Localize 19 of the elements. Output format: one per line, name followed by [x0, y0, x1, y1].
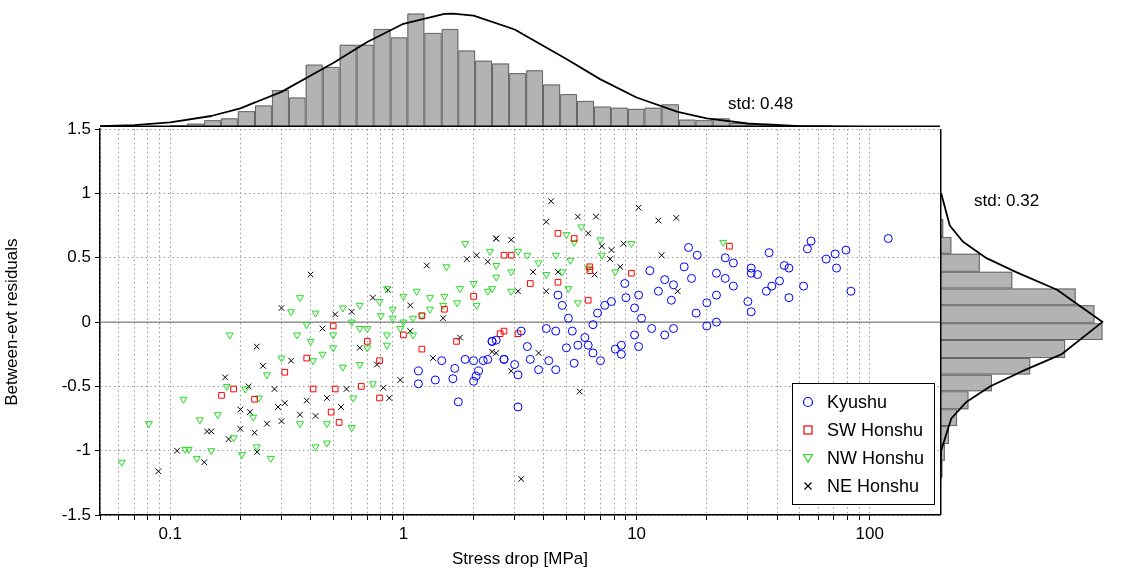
legend-label: NE Honshu [826, 475, 920, 497]
annotation: std: 0.32 [974, 191, 1040, 212]
x-tick-label: 100 [855, 523, 884, 543]
y-axis-title: Between-evt residuals [1, 238, 21, 406]
x-axis-title: Stress drop [MPa] [451, 549, 589, 569]
annotation: std: 0.48 [728, 94, 794, 114]
y-tick-label: 0.5 [67, 247, 91, 267]
legend-label: NW Honshu [826, 447, 924, 469]
x-tick-label: 0.1 [158, 523, 183, 543]
y-tick-label: 1.5 [67, 118, 91, 138]
y-tick-label: -0.5 [61, 376, 91, 396]
x-tick-label: 10 [627, 523, 647, 543]
y-tick-label: 1 [81, 183, 91, 203]
legend-label: SW Honshu [826, 419, 924, 441]
x-tick-label: 1 [398, 523, 409, 543]
y-tick-label: -1.5 [61, 504, 91, 524]
legend-label: Kyushu [826, 391, 888, 413]
y-tick-label: 0 [81, 311, 91, 331]
y-tick-label: -1 [75, 440, 91, 460]
